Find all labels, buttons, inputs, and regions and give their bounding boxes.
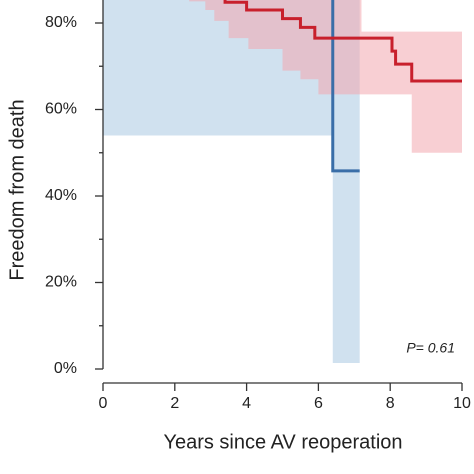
survival-line xyxy=(223,0,462,83)
confidence-band xyxy=(103,0,360,363)
x-tick-label: 2 xyxy=(170,395,179,412)
x-tick-label: 6 xyxy=(314,395,323,412)
x-tick-label: 8 xyxy=(386,395,395,412)
x-tick-label: 0 xyxy=(99,395,108,412)
confidence-band xyxy=(189,0,462,153)
y-tick-label: 20% xyxy=(45,274,77,291)
x-tick-label: 10 xyxy=(453,395,471,412)
annotation: P= 0.61 xyxy=(406,340,455,356)
y-tick-label: 0% xyxy=(54,360,77,377)
y-tick-label: 60% xyxy=(45,101,77,118)
plot-area xyxy=(103,0,462,363)
x-axis-label: Years since AV reoperation xyxy=(163,431,402,453)
y-tick-label: 40% xyxy=(45,187,77,204)
x-tick-label: 4 xyxy=(242,395,251,412)
survival-line xyxy=(331,0,360,173)
y-tick-label: 80% xyxy=(45,14,77,31)
y-axis-label: Freedom from death xyxy=(6,99,28,280)
